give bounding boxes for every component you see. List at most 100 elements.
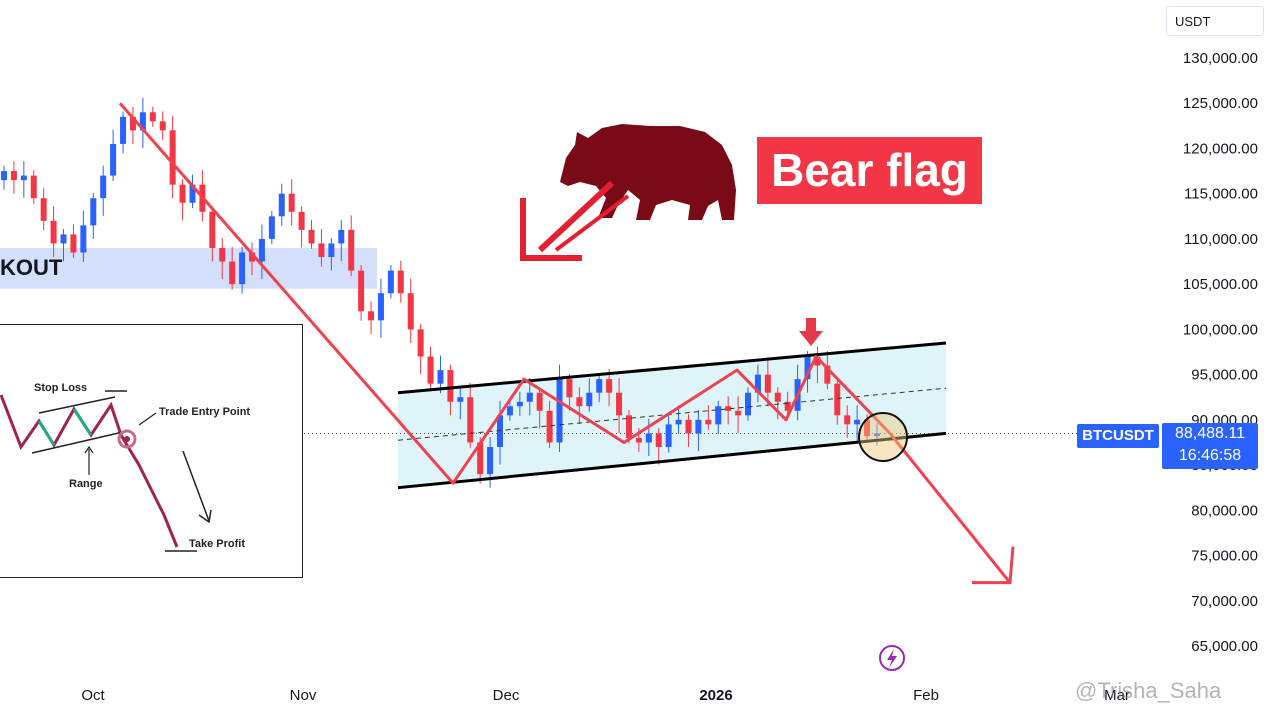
candle-body <box>596 379 603 393</box>
candle-body <box>556 379 563 443</box>
time-tick-label: Nov <box>290 687 317 704</box>
candle-body <box>159 121 166 131</box>
breakout-zone <box>0 247 377 289</box>
candle-body <box>616 392 623 416</box>
currency-selector[interactable]: USDT <box>1166 6 1264 36</box>
candle-body <box>1 171 7 181</box>
price-tick-label: 130,000.00 <box>1183 50 1258 67</box>
bear-flag-title: Bear flag <box>757 137 982 204</box>
channel-lower-line <box>397 431 947 490</box>
candle-body <box>179 184 186 203</box>
price-tick-label: 125,000.00 <box>1183 95 1258 112</box>
price-tick-label: 120,000.00 <box>1183 140 1258 157</box>
candle-body <box>655 433 662 447</box>
candle-body <box>784 401 791 411</box>
trade-entry-label: Trade Entry Point <box>159 406 251 418</box>
channel-upper-line <box>397 341 947 395</box>
candle-body <box>695 419 702 434</box>
candle-body <box>566 379 573 398</box>
range-label: Range <box>69 478 103 490</box>
candle-body <box>377 293 384 321</box>
candle-body <box>40 198 47 221</box>
candle-body <box>467 397 474 443</box>
candle-body <box>546 410 553 443</box>
candle-body <box>278 193 285 217</box>
candle-body <box>754 374 761 393</box>
candle-body <box>437 370 444 384</box>
candle-body <box>606 379 613 393</box>
candle-body <box>268 216 275 239</box>
candle-body <box>189 184 196 203</box>
candle-body <box>725 406 732 411</box>
candle-body <box>586 392 593 407</box>
candle-body <box>129 116 136 131</box>
candle-body <box>576 397 583 407</box>
price-tick-label: 100,000.00 <box>1183 321 1258 338</box>
candle-body <box>477 442 484 475</box>
candle-body <box>625 415 632 438</box>
candle-body <box>635 437 642 443</box>
time-tick-label: Feb <box>913 687 939 704</box>
bear-flag-diagram-graphic <box>0 390 212 552</box>
price-tick-label: 95,000.00 <box>1191 367 1258 384</box>
candle-body <box>834 383 841 416</box>
candle-body <box>219 247 226 262</box>
candle-body <box>358 270 365 312</box>
top-marker-arrow <box>799 318 823 346</box>
candle-body <box>139 112 146 131</box>
lightning-icon[interactable] <box>879 645 905 671</box>
candle-body <box>387 270 394 294</box>
candle-body <box>90 198 97 226</box>
price-tick-label: 65,000.00 <box>1191 638 1258 655</box>
candle-body <box>487 446 494 475</box>
flag-channel-fill <box>398 342 946 488</box>
candle-body <box>715 406 722 425</box>
price-tick-label: 75,000.00 <box>1191 548 1258 565</box>
candle-body <box>298 211 305 230</box>
candle-body <box>526 392 533 402</box>
time-axis[interactable]: Oct Nov Dec 2026 Feb Mar <box>81 687 1130 704</box>
candle-body <box>873 433 880 437</box>
price-tick-label: 105,000.00 <box>1183 276 1258 293</box>
candle-body <box>239 252 246 285</box>
candle-body <box>864 419 871 437</box>
trend-zigzag-line <box>118 102 1012 584</box>
candle-body <box>60 234 67 244</box>
candle-body <box>318 243 325 258</box>
last-price-badge: 88,488.11 16:46:58 <box>1162 423 1258 469</box>
candle-body <box>169 130 176 185</box>
countdown-value: 16:46:58 <box>1178 447 1242 464</box>
candle-body <box>457 397 464 402</box>
candle-body <box>844 415 851 425</box>
candle-body <box>854 419 861 425</box>
candle-body <box>764 374 771 393</box>
candle-body <box>110 143 117 176</box>
candle-body <box>645 433 652 443</box>
candle-body <box>397 270 404 294</box>
candle-body <box>249 252 255 262</box>
time-tick-label: Oct <box>81 687 105 704</box>
candle-body <box>774 392 781 402</box>
candle-body <box>30 175 37 199</box>
price-axis[interactable]: 130,000.00 125,000.00 120,000.00 115,000.00… <box>1183 50 1258 655</box>
projection-arrowhead <box>972 546 1015 585</box>
candle-body <box>735 410 742 416</box>
last-price-value: 88,488.11 <box>1175 425 1245 442</box>
bearish-arrow-icon <box>520 180 630 261</box>
candle-body <box>665 424 672 447</box>
candle-body <box>427 356 434 384</box>
candle-body <box>308 229 315 244</box>
entry-circle <box>858 412 908 462</box>
candle-body <box>506 406 513 416</box>
candle-body <box>338 229 345 244</box>
candle-body <box>288 193 295 212</box>
candle-body <box>516 401 523 407</box>
bear-icon <box>560 124 736 220</box>
time-tick-label: 2026 <box>699 687 732 704</box>
candle-body <box>348 229 355 271</box>
candle-body <box>407 293 414 330</box>
candle-body <box>447 370 454 402</box>
candle-body <box>50 220 57 244</box>
stop-loss-label: Stop Loss <box>34 382 88 394</box>
